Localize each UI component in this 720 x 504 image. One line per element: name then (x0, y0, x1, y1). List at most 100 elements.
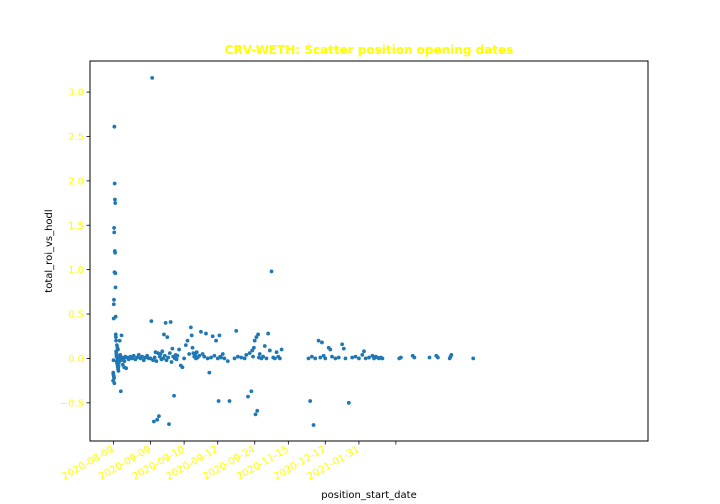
data-point (318, 355, 323, 360)
data-point (279, 347, 284, 352)
data-point (232, 356, 237, 361)
data-point (341, 346, 346, 351)
data-point (251, 354, 255, 359)
data-point (152, 355, 157, 360)
data-point (380, 356, 385, 361)
data-point (212, 353, 217, 358)
data-point (216, 399, 221, 403)
data-point (114, 338, 118, 343)
data-point (204, 331, 208, 336)
data-point (189, 333, 194, 338)
y-axis-title: total_roi_vs_hodl (44, 209, 55, 292)
data-point (114, 335, 118, 340)
data-point (199, 329, 203, 334)
data-point (313, 356, 318, 361)
data-point (471, 356, 476, 361)
data-point (165, 335, 170, 340)
y-tick-label: 2.0 (68, 176, 84, 187)
data-point (239, 355, 244, 360)
data-point (261, 354, 266, 359)
data-point (412, 355, 417, 360)
y-tick-label: 1.5 (68, 221, 84, 232)
data-point (117, 338, 122, 343)
data-point (255, 408, 260, 413)
data-point (185, 338, 190, 343)
data-point (209, 355, 213, 360)
data-point (116, 364, 121, 369)
x-axis-title: position_start_date (321, 490, 416, 501)
data-point (346, 400, 351, 405)
data-point (262, 344, 267, 348)
data-point (116, 368, 121, 373)
data-point (202, 354, 207, 359)
data-point (320, 340, 324, 345)
data-point (190, 345, 195, 350)
data-point (170, 346, 175, 351)
data-point (256, 332, 260, 337)
data-point (257, 352, 262, 356)
data-point (151, 419, 156, 424)
data-point (236, 354, 240, 359)
data-point (111, 302, 116, 307)
plot-area-frame (89, 60, 649, 442)
data-points (111, 75, 476, 427)
data-point (205, 356, 210, 361)
data-point (163, 321, 168, 325)
data-point (427, 355, 432, 360)
data-point (112, 124, 117, 129)
data-point (111, 316, 116, 321)
data-point (183, 343, 188, 348)
data-point (187, 352, 192, 356)
data-point (367, 355, 371, 360)
chart-title: CRV-WETH: Scatter position opening dates (225, 43, 514, 57)
data-point (214, 338, 218, 343)
data-point (150, 75, 155, 80)
data-point (330, 354, 334, 359)
data-point (131, 353, 136, 358)
data-point (169, 360, 174, 364)
data-point (112, 230, 117, 235)
data-point (182, 356, 187, 361)
data-point (267, 348, 272, 353)
data-point (167, 351, 172, 355)
data-point (112, 297, 116, 302)
data-point (264, 356, 269, 361)
data-point (449, 352, 454, 357)
data-point (210, 334, 215, 339)
data-point (166, 355, 171, 360)
y-tick-label: −0.5 (60, 398, 84, 409)
data-point (274, 350, 279, 355)
data-point (188, 325, 193, 330)
data-point (252, 338, 257, 343)
data-point (168, 320, 173, 324)
data-point (246, 394, 250, 399)
y-tick-label: 1.0 (68, 265, 84, 276)
data-point (360, 352, 365, 357)
data-point (225, 359, 230, 363)
data-point (316, 338, 321, 343)
data-point (399, 355, 403, 360)
data-point (157, 414, 161, 419)
data-point (249, 389, 254, 394)
data-point (111, 358, 116, 363)
data-point (174, 357, 179, 362)
data-point (155, 417, 160, 422)
data-point (180, 365, 185, 370)
y-tick-label: 0.5 (68, 310, 84, 321)
data-point (113, 250, 117, 255)
y-tick-label: 2.5 (68, 132, 84, 143)
data-point (333, 356, 338, 361)
data-point (112, 381, 117, 386)
data-point (220, 352, 225, 356)
data-point (306, 356, 311, 361)
data-point (177, 347, 181, 352)
data-point (122, 365, 127, 370)
data-point (353, 354, 358, 359)
data-point (194, 350, 199, 355)
data-point (113, 285, 118, 290)
data-point (363, 356, 368, 361)
data-point (350, 355, 355, 360)
data-point (217, 333, 222, 338)
